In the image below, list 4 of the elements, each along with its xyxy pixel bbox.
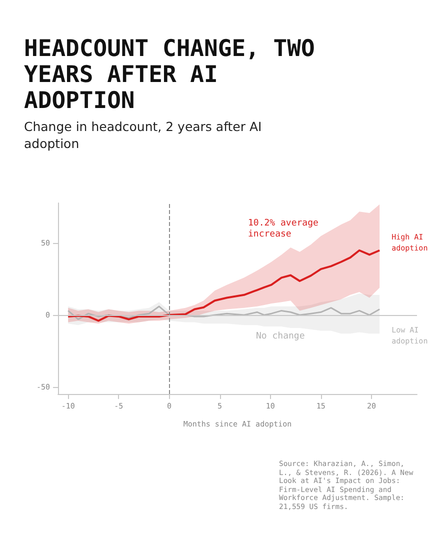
annotation: 10.2% average increase	[248, 218, 324, 240]
chart-title: HEADCOUNT CHANGE, TWO YEARS AFTER AI ADOPTION	[24, 36, 316, 114]
annotation: No change	[256, 332, 305, 342]
chart-subtitle: Change in headcount, 2 years after AI adoption	[24, 118, 263, 152]
